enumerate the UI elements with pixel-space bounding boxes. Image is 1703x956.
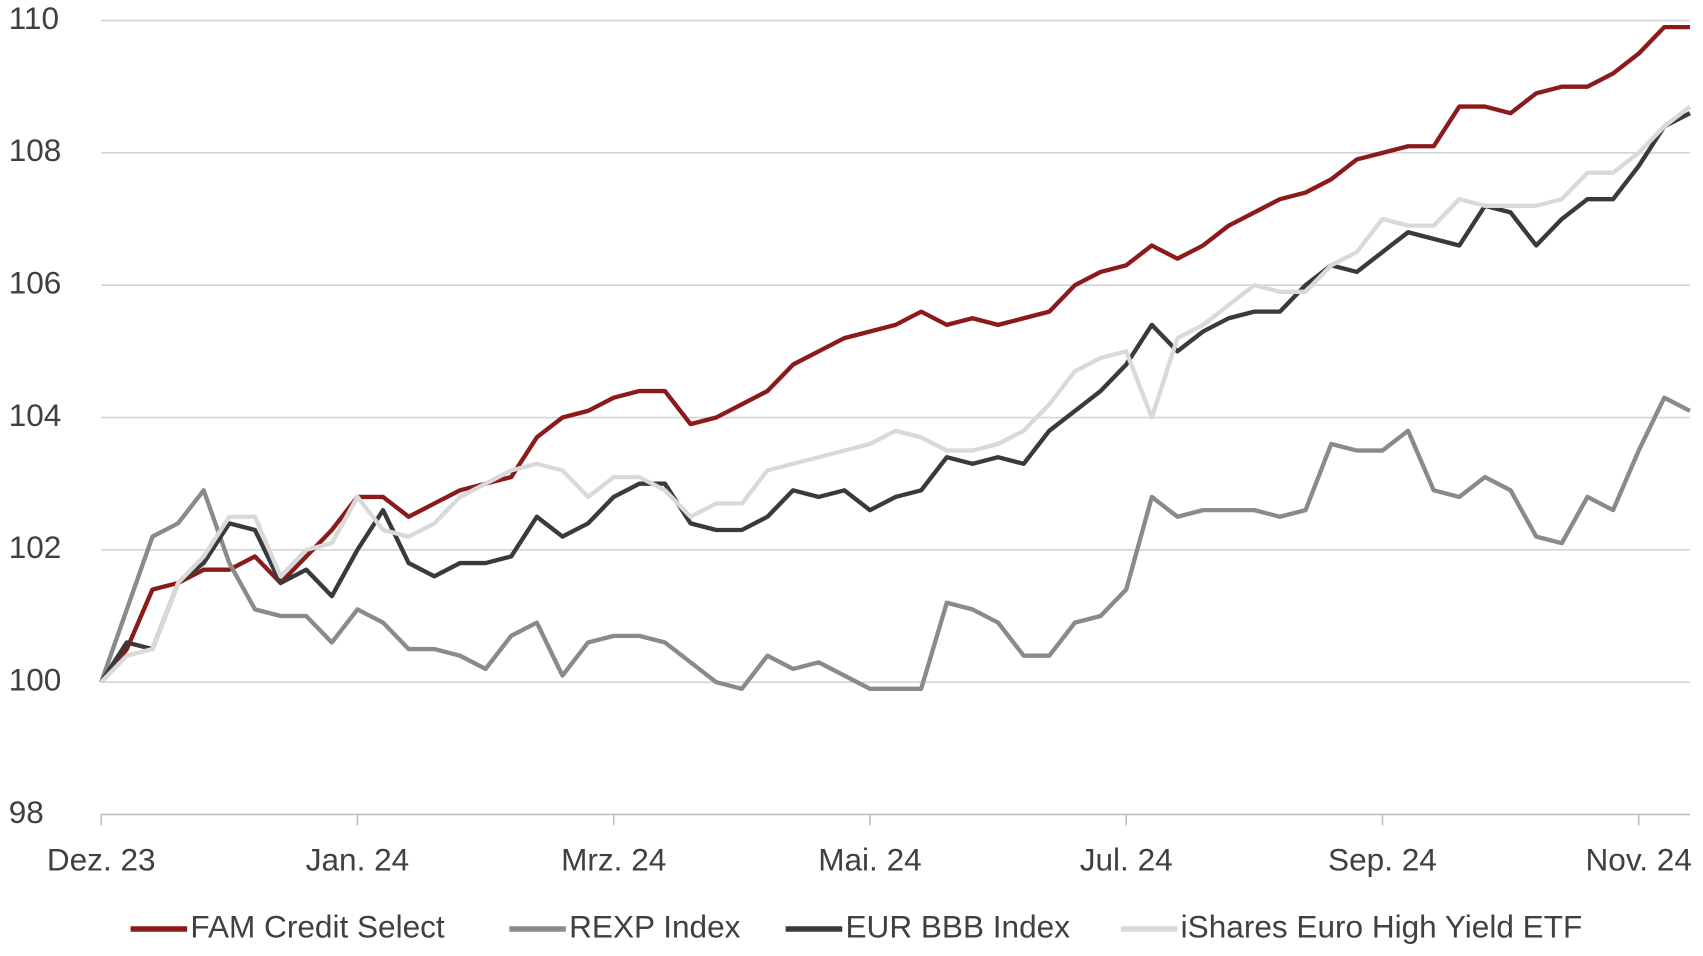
x-tick-label: Mai. 24 (818, 842, 921, 877)
legend-label: EUR BBB Index (846, 909, 1071, 944)
y-tick-label: 100 (9, 663, 62, 698)
legend-label: REXP Index (569, 909, 741, 944)
y-tick-label: 104 (9, 398, 62, 433)
x-tick-label: Mrz. 24 (561, 842, 666, 877)
legend-label: iShares Euro High Yield ETF (1181, 909, 1583, 944)
y-tick-label: 108 (9, 133, 62, 168)
y-tick-label: 102 (9, 530, 62, 565)
series-line (99, 24, 1690, 684)
x-tick-label: Jan. 24 (306, 842, 410, 877)
y-tick-label: 110 (9, 1, 59, 36)
y-tick-label: 106 (9, 266, 62, 301)
legend-label: FAM Credit Select (190, 909, 445, 944)
x-tick-label: Dez. 23 (47, 842, 156, 877)
series-line (99, 104, 1692, 684)
x-tick-label: Jul. 24 (1080, 842, 1173, 877)
series-line (99, 111, 1691, 684)
y-tick-label: 98 (9, 795, 44, 830)
x-tick-label: Nov. 24 (1585, 842, 1691, 877)
series-line (99, 395, 1691, 691)
x-tick-label: Sep. 24 (1328, 842, 1437, 877)
